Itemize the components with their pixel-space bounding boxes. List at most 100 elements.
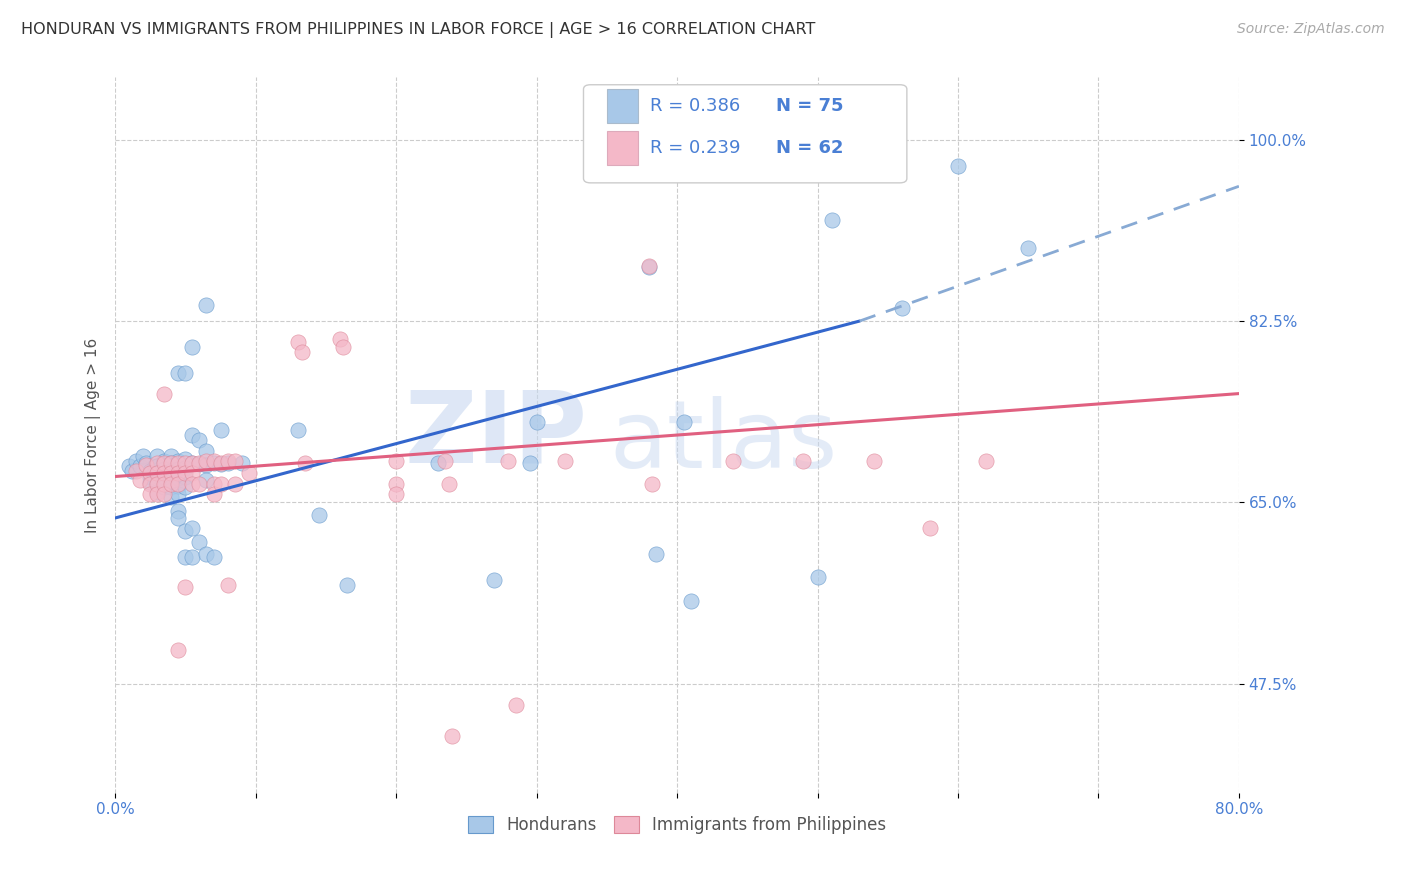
Point	[160, 473, 183, 487]
Point	[146, 476, 169, 491]
Point	[427, 456, 450, 470]
Point	[308, 508, 330, 522]
Point	[160, 480, 183, 494]
Point	[146, 449, 169, 463]
Point	[224, 454, 246, 468]
Point	[146, 456, 169, 470]
Point	[143, 459, 166, 474]
Point	[167, 454, 190, 468]
Point	[139, 476, 162, 491]
Point	[174, 467, 197, 481]
Text: HONDURAN VS IMMIGRANTS FROM PHILIPPINES IN LABOR FORCE | AGE > 16 CORRELATION CH: HONDURAN VS IMMIGRANTS FROM PHILIPPINES …	[21, 22, 815, 38]
Point	[385, 476, 408, 491]
Point	[806, 570, 828, 584]
Point	[153, 386, 176, 401]
Point	[498, 454, 520, 468]
Point	[174, 480, 197, 494]
Point	[181, 467, 204, 481]
Point	[167, 456, 190, 470]
Point	[160, 490, 183, 504]
Point	[526, 415, 548, 429]
Point	[385, 487, 408, 501]
Point	[439, 476, 461, 491]
Point	[188, 457, 211, 471]
Point	[181, 340, 204, 354]
Point	[181, 521, 204, 535]
Legend: Hondurans, Immigrants from Philippines: Hondurans, Immigrants from Philippines	[468, 816, 886, 834]
Point	[195, 454, 218, 468]
Point	[291, 345, 314, 359]
Point	[294, 456, 316, 470]
Point	[167, 504, 190, 518]
Point	[202, 476, 225, 491]
Point	[918, 521, 941, 535]
Point	[174, 581, 197, 595]
Point	[129, 473, 152, 487]
Point	[167, 476, 190, 491]
Point	[153, 467, 176, 481]
Point	[202, 487, 225, 501]
Point	[139, 467, 162, 481]
Point	[153, 480, 176, 494]
Point	[209, 476, 232, 491]
Point	[167, 479, 190, 493]
Point	[820, 213, 842, 227]
Point	[146, 487, 169, 501]
Point	[505, 698, 527, 712]
Point	[554, 454, 576, 468]
Point	[153, 454, 176, 468]
Point	[195, 547, 218, 561]
Point	[519, 456, 541, 470]
Point	[385, 454, 408, 468]
Point	[1017, 242, 1039, 256]
Point	[202, 456, 225, 470]
Point	[862, 454, 884, 468]
Point	[174, 550, 197, 565]
Point	[146, 485, 169, 500]
Point	[217, 456, 239, 470]
Point	[287, 423, 309, 437]
Point	[153, 469, 176, 483]
Point	[135, 458, 157, 472]
Point	[890, 301, 912, 315]
Point	[202, 454, 225, 468]
Point	[153, 456, 176, 470]
Point	[195, 298, 218, 312]
Point	[188, 434, 211, 448]
Point	[139, 464, 162, 478]
Point	[484, 573, 506, 587]
Point	[181, 456, 204, 470]
Point	[167, 642, 190, 657]
Point	[638, 259, 661, 273]
Point	[174, 469, 197, 483]
Point	[160, 464, 183, 478]
Point	[174, 451, 197, 466]
Point	[139, 475, 162, 489]
Point	[146, 475, 169, 489]
Point	[181, 456, 204, 470]
Point	[217, 454, 239, 468]
Point	[188, 534, 211, 549]
Point	[209, 423, 232, 437]
Point	[224, 476, 246, 491]
Point	[681, 594, 703, 608]
Point	[160, 449, 183, 463]
Point	[174, 461, 197, 475]
Point	[195, 458, 218, 472]
Point	[153, 462, 176, 476]
Text: R = 0.386: R = 0.386	[650, 97, 740, 115]
Point	[231, 456, 253, 470]
Point	[217, 578, 239, 592]
Text: Source: ZipAtlas.com: Source: ZipAtlas.com	[1237, 22, 1385, 37]
Point	[135, 456, 157, 470]
Point	[121, 464, 143, 478]
Point	[167, 470, 190, 484]
Point	[132, 449, 155, 463]
Point	[434, 454, 457, 468]
Point	[146, 459, 169, 474]
Point	[723, 454, 745, 468]
Point	[336, 578, 359, 592]
Point	[129, 459, 152, 474]
Point	[638, 260, 661, 274]
Point	[139, 487, 162, 501]
